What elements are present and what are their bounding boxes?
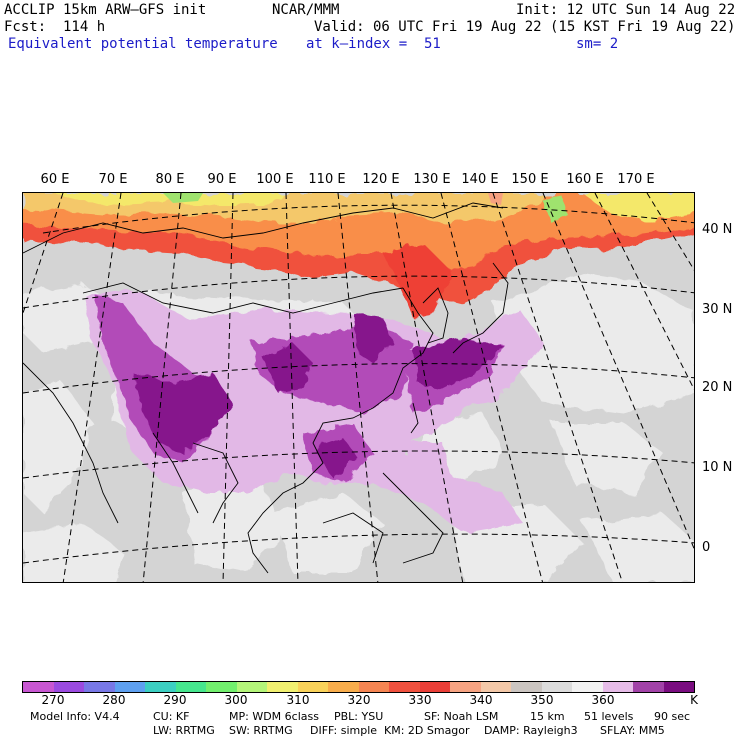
colorbar-label: 300 bbox=[224, 693, 248, 707]
colorbar-swatch bbox=[419, 682, 450, 692]
field-name: Equivalent potential temperature bbox=[8, 36, 278, 52]
colorbar-label: 320 bbox=[347, 693, 371, 707]
coastlines bbox=[23, 202, 509, 574]
colorbar-swatch bbox=[267, 682, 298, 692]
lon-label: 170 E bbox=[617, 172, 655, 187]
colorbar-swatch bbox=[572, 682, 603, 692]
dark-purple-field bbox=[133, 313, 503, 478]
footer-item: DIFF: simple bbox=[310, 724, 378, 737]
footer-item: DAMP: Rayleigh3 bbox=[484, 724, 578, 737]
graticule bbox=[23, 193, 694, 582]
level-label: at k–index = 51 bbox=[306, 36, 441, 52]
colorbar-swatch bbox=[511, 682, 542, 692]
lat-label: 40 N bbox=[702, 222, 733, 237]
colorbar-label: 340 bbox=[469, 693, 493, 707]
lon-label: 100 E bbox=[256, 172, 294, 187]
colorbar-swatch bbox=[84, 682, 115, 692]
colorbar-swatch bbox=[663, 682, 694, 692]
lon-label: 90 E bbox=[207, 172, 237, 187]
lon-label: 140 E bbox=[461, 172, 499, 187]
model-title: ACCLIP 15km ARW–GFS init bbox=[4, 2, 207, 18]
forecast-hour: Fcst: 114 h bbox=[4, 19, 106, 35]
colorbar-label: 330 bbox=[408, 693, 432, 707]
colorbar-label: 310 bbox=[286, 693, 310, 707]
colorbar-swatch bbox=[602, 682, 633, 692]
footer-item: SW: RRTMG bbox=[229, 724, 293, 737]
map-panel bbox=[22, 192, 695, 583]
colorbar bbox=[22, 681, 695, 693]
theta-e-field bbox=[23, 193, 694, 582]
colorbar-swatch bbox=[145, 682, 176, 692]
colorbar-label: 270 bbox=[41, 693, 65, 707]
footer-item: PBL: YSU bbox=[334, 710, 384, 723]
colorbar-swatch bbox=[450, 682, 481, 692]
footer-item: 51 levels bbox=[584, 710, 634, 723]
colorbar-swatch bbox=[53, 682, 84, 692]
colorbar-swatch bbox=[206, 682, 237, 692]
smoothing-label: sm= 2 bbox=[576, 36, 619, 52]
footer-item: LW: RRTMG bbox=[153, 724, 215, 737]
lon-label: 130 E bbox=[413, 172, 451, 187]
footer-item: SF: Noah LSM bbox=[424, 710, 499, 723]
lon-label: 150 E bbox=[511, 172, 549, 187]
colorbar-label: 360 bbox=[591, 693, 615, 707]
init-time: Init: 12 UTC Sun 14 Aug 22 bbox=[516, 2, 736, 18]
lon-label: 60 E bbox=[40, 172, 70, 187]
lat-label: 0 bbox=[702, 540, 711, 555]
colorbar-swatch bbox=[358, 682, 389, 692]
footer-item: CU: KF bbox=[153, 710, 190, 723]
footer-item: 15 km bbox=[530, 710, 565, 723]
lat-label: 20 N bbox=[702, 380, 733, 395]
lon-label: 70 E bbox=[98, 172, 128, 187]
colorbar-swatch bbox=[541, 682, 572, 692]
colorbar-swatch bbox=[480, 682, 511, 692]
center-label: NCAR/MMM bbox=[272, 2, 340, 18]
colorbar-label: 350 bbox=[530, 693, 554, 707]
lat-label: 10 N bbox=[702, 460, 733, 475]
lon-label: 80 E bbox=[155, 172, 185, 187]
footer-item: SFLAY: MM5 bbox=[600, 724, 665, 737]
lon-label: 110 E bbox=[308, 172, 346, 187]
colorbar-swatch bbox=[236, 682, 267, 692]
footer-item: 90 sec bbox=[654, 710, 691, 723]
colorbar-swatch bbox=[389, 682, 420, 692]
lon-label: 120 E bbox=[362, 172, 400, 187]
colorbar-swatch bbox=[633, 682, 664, 692]
colorbar-unit: K bbox=[690, 693, 698, 707]
colorbar-swatch bbox=[23, 682, 54, 692]
colorbar-swatch bbox=[175, 682, 206, 692]
colorbar-label: 280 bbox=[102, 693, 126, 707]
footer-item: Model Info: V4.4 bbox=[30, 710, 120, 723]
lat-label: 30 N bbox=[702, 302, 733, 317]
colorbar-swatch bbox=[297, 682, 328, 692]
colorbar-label: 290 bbox=[163, 693, 187, 707]
footer-item: KM: 2D Smagor bbox=[384, 724, 470, 737]
colorbar-swatch bbox=[328, 682, 359, 692]
footer-item: MP: WDM 6class bbox=[229, 710, 319, 723]
valid-time: Valid: 06 UTC Fri 19 Aug 22 (15 KST Fri … bbox=[314, 19, 736, 35]
colorbar-swatch bbox=[114, 682, 145, 692]
lon-label: 160 E bbox=[566, 172, 604, 187]
